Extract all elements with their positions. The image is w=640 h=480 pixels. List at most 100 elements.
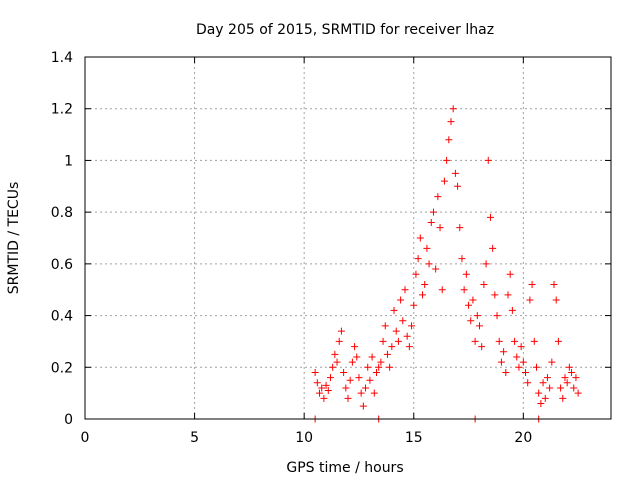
data-point	[460, 286, 468, 294]
data-point	[366, 376, 374, 384]
data-point	[447, 118, 455, 126]
data-point	[429, 208, 437, 216]
data-point	[440, 177, 448, 185]
data-point	[362, 384, 370, 392]
data-point	[381, 322, 389, 330]
data-point	[394, 337, 402, 345]
x-axis-label: GPS time / hours	[286, 460, 403, 476]
data-point	[408, 322, 416, 330]
data-point	[318, 384, 326, 392]
data-point	[478, 343, 486, 351]
data-point	[471, 337, 479, 345]
data-point	[414, 255, 422, 263]
data-point	[405, 343, 413, 351]
data-point	[353, 353, 361, 361]
chart-title: Day 205 of 2015, SRMTID for receiver lha…	[196, 22, 494, 38]
y-tick-label: 0	[64, 412, 73, 428]
data-point	[515, 363, 523, 371]
data-point	[473, 312, 481, 320]
data-point	[342, 384, 350, 392]
data-point	[465, 301, 473, 309]
data-point	[355, 374, 363, 382]
data-point	[425, 260, 433, 268]
data-point	[390, 306, 398, 314]
data-point	[399, 317, 407, 325]
data-point	[313, 379, 321, 387]
x-axis-ticks: 0 5 10 15 20	[81, 57, 532, 446]
data-point	[335, 337, 343, 345]
data-point	[543, 374, 551, 382]
data-point	[458, 255, 466, 263]
data-point	[522, 368, 530, 376]
data-points	[311, 105, 582, 423]
data-point	[392, 327, 400, 335]
plot-frame	[84, 56, 612, 420]
data-point	[513, 353, 521, 361]
data-point	[530, 337, 538, 345]
data-point	[469, 296, 477, 304]
data-point	[476, 322, 483, 330]
data-point	[550, 281, 558, 289]
y-tick-label: 1.2	[51, 102, 73, 118]
data-point	[388, 343, 396, 351]
data-point	[535, 389, 543, 397]
data-point	[537, 399, 545, 407]
data-point	[324, 387, 332, 395]
data-point	[333, 358, 341, 366]
data-point	[495, 337, 503, 345]
y-tick-label: 0.6	[51, 257, 73, 273]
data-point	[554, 337, 562, 345]
data-point	[497, 358, 505, 366]
data-point	[432, 265, 440, 273]
data-point	[386, 363, 394, 371]
y-tick-label: 0.2	[51, 360, 73, 376]
data-point	[344, 394, 352, 402]
data-point	[467, 317, 475, 325]
data-point	[462, 270, 470, 278]
data-point	[541, 394, 549, 402]
data-point	[491, 291, 499, 299]
data-point	[539, 379, 547, 387]
data-point	[482, 260, 490, 268]
data-point	[372, 368, 380, 376]
data-point	[379, 337, 387, 345]
y-tick-label: 1	[64, 153, 73, 169]
x-tick-label: 0	[81, 430, 90, 446]
data-point	[568, 368, 576, 376]
data-point	[526, 296, 534, 304]
data-point	[548, 358, 556, 366]
data-point	[403, 332, 411, 340]
data-point	[322, 381, 330, 389]
data-point	[511, 337, 519, 345]
data-point	[570, 384, 578, 392]
data-point	[486, 213, 494, 221]
data-point	[449, 105, 457, 113]
data-point	[357, 389, 365, 397]
data-point	[375, 363, 383, 371]
data-point	[552, 296, 560, 304]
data-point	[434, 193, 442, 201]
data-point	[427, 218, 435, 226]
data-point	[572, 374, 580, 382]
data-point	[401, 286, 409, 294]
data-point	[504, 291, 512, 299]
data-point	[383, 350, 391, 358]
x-tick-label: 10	[295, 430, 313, 446]
data-point	[419, 291, 427, 299]
data-point	[410, 301, 418, 309]
data-point	[480, 281, 488, 289]
data-point	[517, 343, 525, 351]
data-point	[506, 270, 514, 278]
data-point	[329, 363, 337, 371]
x-tick-label: 5	[190, 430, 199, 446]
data-point	[416, 234, 424, 242]
data-point	[561, 374, 569, 382]
y-axis-label: SRMTID / TECUs	[6, 182, 22, 295]
data-point	[311, 368, 319, 376]
data-point	[508, 306, 516, 314]
data-point	[502, 368, 510, 376]
data-point	[351, 343, 359, 351]
grid-lines	[85, 57, 611, 419]
data-point	[528, 281, 536, 289]
